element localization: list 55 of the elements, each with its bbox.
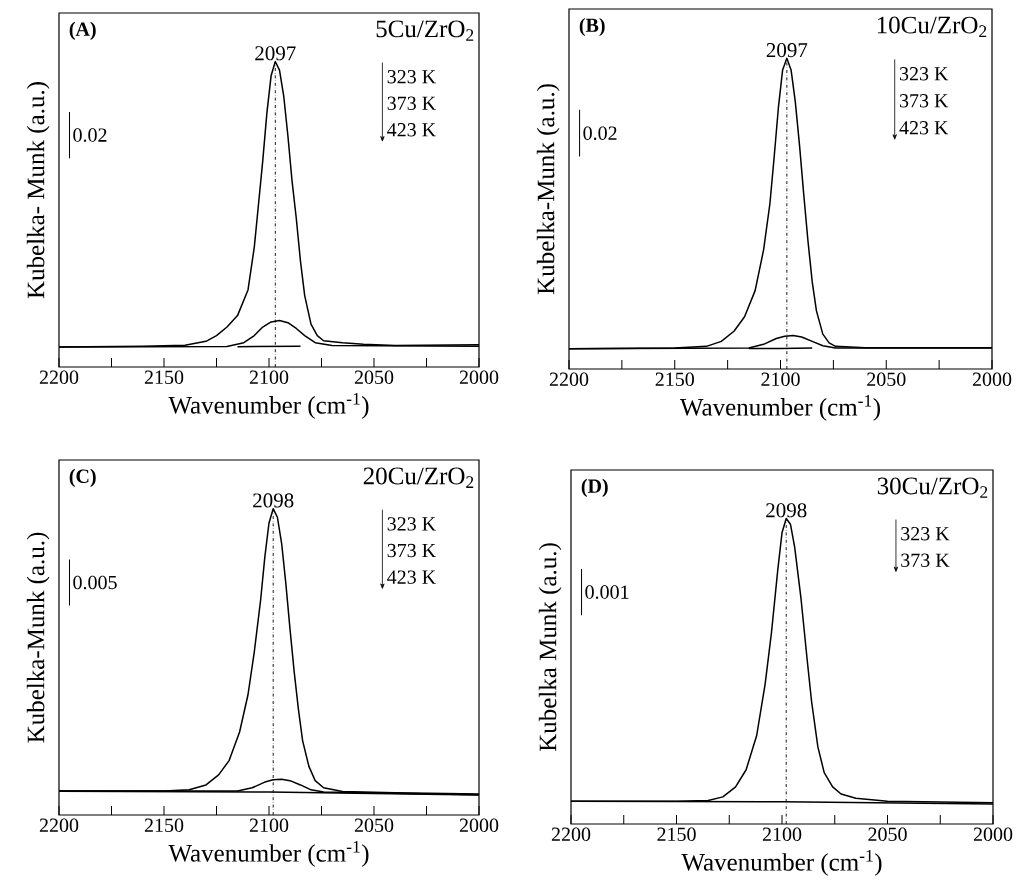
x-tick-label: 2050 xyxy=(867,372,906,387)
y-axis-title: Kubelka-Munk (a.u.) xyxy=(536,84,560,295)
x-axis-title: Wavenumber (cm$^{-1}$) xyxy=(681,849,882,876)
x-tick-label: 2200 xyxy=(549,372,589,387)
annotation: 0.005 xyxy=(73,575,117,590)
x-tick-label: 2000 xyxy=(973,827,1013,842)
x-tick-label: 2150 xyxy=(144,818,184,833)
annotation: 323 K xyxy=(387,69,436,84)
annotation: 373 K xyxy=(387,543,436,558)
annotation: 323 K xyxy=(387,517,436,531)
chart-title: (C) xyxy=(69,468,96,487)
x-tick-label: 2100 xyxy=(249,818,289,833)
y-axis-title: Kubelka- Munk (a.u.) xyxy=(26,82,50,299)
annotation: 423 K xyxy=(387,570,436,584)
chart-subtitle: 20Cu/ZrO$_{2}$ xyxy=(363,467,474,488)
chart-subtitle: 30Cu/ZrO$_{2}$ xyxy=(877,477,988,498)
x-tick-label: 2200 xyxy=(39,818,79,833)
y-axis-title: Kubelka Munk (a.u.) xyxy=(538,543,562,752)
annotation: 0.02 xyxy=(73,128,107,142)
annotation: 423 K xyxy=(899,121,949,135)
chart-subtitle: 10Cu/ZrO$_{2}$ xyxy=(877,16,987,37)
annotation: 373 K xyxy=(387,96,436,110)
x-tick-label: 2150 xyxy=(655,372,694,387)
chart-title: (B) xyxy=(579,17,605,37)
annotation: 373 K xyxy=(899,94,949,108)
chart-title: (D) xyxy=(581,478,608,497)
x-tick-label: 2100 xyxy=(762,827,802,842)
x-tick-label: 2000 xyxy=(459,818,499,833)
annotation: 0.02 xyxy=(583,126,617,140)
x-axis-title: Wavenumber (cm$^{-1}$) xyxy=(168,392,369,419)
x-tick-label: 2200 xyxy=(39,370,79,385)
x-tick-label: 2150 xyxy=(144,370,184,385)
x-tick-label: 2050 xyxy=(868,827,907,842)
x-tick-label: 2200 xyxy=(551,827,591,842)
ref-line-label: 2097 xyxy=(255,46,296,61)
chart-subtitle: 5Cu/ZrO$_{2}$ xyxy=(376,20,474,41)
x-tick-label: 2150 xyxy=(657,827,696,842)
x-tick-label: 2050 xyxy=(354,818,394,833)
ref-line-label: 2098 xyxy=(253,493,294,508)
annotation: 323 K xyxy=(899,67,949,81)
ref-line-label: 2097 xyxy=(766,43,808,58)
x-axis-title: Wavenumber (cm$^{-1}$) xyxy=(679,394,880,421)
x-tick-label: 2050 xyxy=(354,370,394,385)
ref-line-label: 2098 xyxy=(766,503,807,518)
chart-title: (A) xyxy=(69,21,96,40)
x-tick-label: 2000 xyxy=(459,370,499,385)
annotation: 423 K xyxy=(387,123,436,137)
annotation: 373 K xyxy=(901,553,950,567)
x-axis-title: Wavenumber (cm$^{-1}$) xyxy=(168,840,369,867)
annotation: 0.001 xyxy=(585,585,629,599)
y-axis-title: Kubelka-Munk (a.u.) xyxy=(26,532,50,743)
x-tick-label: 2100 xyxy=(761,372,800,387)
x-tick-label: 2000 xyxy=(972,372,1012,387)
annotation: 323 K xyxy=(901,527,950,541)
x-tick-label: 2100 xyxy=(249,370,289,385)
